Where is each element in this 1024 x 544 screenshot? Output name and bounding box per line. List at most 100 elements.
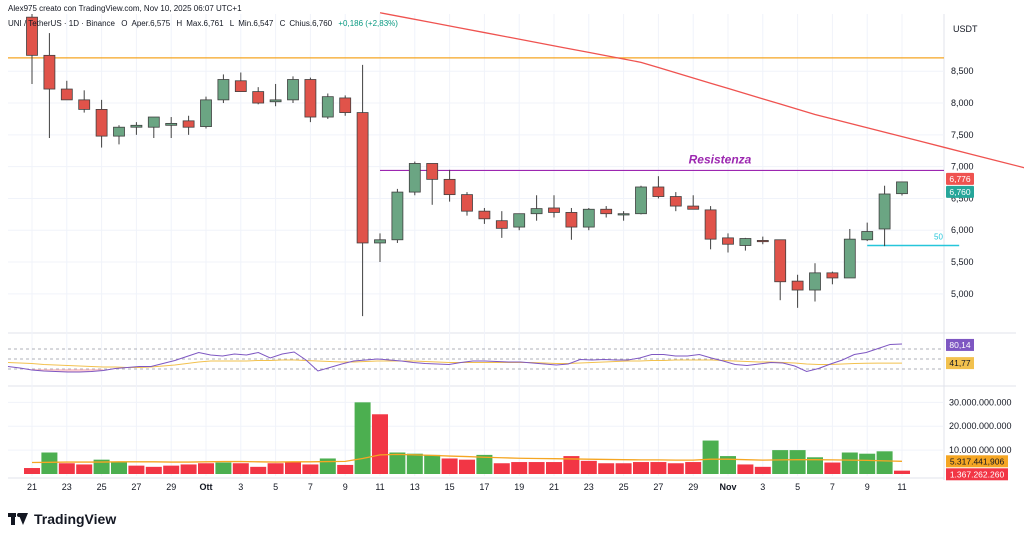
- date-tick-label: 29: [688, 482, 698, 492]
- change-value: +0,186 (+2,83%): [338, 19, 398, 28]
- close-value: Chius.6,760: [289, 19, 333, 28]
- chart-credit: Alex975 creato con TradingView.com, Nov …: [8, 4, 246, 13]
- volume-bar-up: [859, 453, 876, 474]
- candle-down: [60, 88, 73, 101]
- volume-bar-down: [894, 470, 910, 474]
- date-tick-label: 5: [795, 482, 800, 492]
- date-tick-label: 7: [308, 482, 313, 492]
- date-tick-label: 9: [343, 482, 348, 492]
- date-tick-label: 27: [653, 482, 663, 492]
- volume-ma-tag-bg: [946, 455, 1008, 468]
- date-tick-label: 7: [830, 482, 835, 492]
- open-value: Aper.6,575: [131, 19, 171, 28]
- volume-bar-down: [685, 462, 702, 474]
- symbol-label[interactable]: UNI / TetherUS · 1D · Binance: [8, 19, 116, 28]
- resistance-label: Resistenza: [689, 152, 752, 166]
- candle-up: [287, 79, 299, 101]
- volume-bar-down: [441, 458, 458, 474]
- volume-bar-down: [180, 464, 197, 474]
- date-tick-label: 25: [97, 482, 107, 492]
- price-tick-label: 7,500: [951, 130, 974, 140]
- volume-bar-down: [459, 459, 475, 474]
- volume-bar-up: [807, 457, 823, 474]
- volume-bar-down: [598, 463, 615, 474]
- candle-up: [147, 116, 160, 128]
- candle-up: [200, 99, 212, 127]
- candle-down: [600, 208, 613, 215]
- candle-down: [95, 109, 108, 137]
- volume-bar-down: [580, 460, 597, 474]
- date-tick-label: 11: [375, 482, 384, 492]
- date-tick-label: 5: [273, 482, 278, 492]
- candle-down: [182, 120, 195, 128]
- volume-tick-label: 20.000.000.000: [949, 421, 1012, 431]
- volume-bar-up: [41, 452, 58, 474]
- volume-bar-up: [215, 462, 232, 474]
- volume-bar-up: [702, 440, 719, 474]
- volume-bar-down: [615, 463, 632, 474]
- rsi-line: [7, 343, 903, 373]
- volume-current-tag: 1.367.262.260: [950, 469, 1005, 479]
- high-key: H: [176, 19, 183, 28]
- volume-bar-down: [754, 466, 771, 474]
- candle-down: [43, 54, 56, 90]
- candle-up: [739, 238, 752, 246]
- volume-bar-down: [198, 463, 214, 474]
- ohlc-header: UNI / TetherUS · 1D · Binance O Aper.6,57…: [8, 19, 402, 28]
- candle-up: [530, 208, 543, 215]
- last-price-tag-bg: [946, 185, 974, 198]
- volume-bar-down: [667, 463, 684, 474]
- candle-down: [26, 16, 38, 56]
- volume-bar-down: [267, 463, 284, 474]
- volume-bar-down: [337, 464, 354, 474]
- candle-up: [374, 239, 386, 244]
- candle-down: [548, 207, 560, 213]
- volume-bar-down: [58, 463, 75, 474]
- date-tick-label: 23: [62, 482, 72, 492]
- volume-bar-down: [250, 466, 267, 474]
- price-tick-label: 5,000: [951, 289, 974, 299]
- candle-up: [408, 163, 421, 193]
- candle-up: [391, 191, 404, 241]
- candle-down: [826, 272, 839, 279]
- candle-down: [669, 196, 682, 207]
- rsi-ma-line: [7, 359, 902, 368]
- volume-bar-down: [128, 465, 145, 474]
- volume-bar-down: [511, 462, 528, 474]
- volume-bar-down: [546, 462, 562, 474]
- volume-bar-down: [145, 466, 162, 474]
- volume-bar-up: [772, 450, 789, 474]
- ma-price-tag: 6,776: [949, 174, 971, 184]
- volume-bar-down: [76, 464, 93, 474]
- candle-down: [722, 237, 734, 245]
- volume-bar-up: [389, 452, 406, 474]
- price-tick-label: 7,000: [951, 162, 974, 172]
- volume-bar-up: [424, 454, 441, 474]
- volume-bar-up: [720, 456, 736, 474]
- candle-down: [687, 205, 700, 210]
- date-tick-label: 11: [897, 482, 906, 492]
- low-value: Min.6,547: [238, 19, 274, 28]
- date-tick-label: 13: [410, 482, 420, 492]
- tradingview-logo-icon: [8, 513, 28, 525]
- close-key: C: [279, 19, 286, 28]
- candle-down: [461, 194, 473, 212]
- date-tick-label: 23: [584, 482, 594, 492]
- candle-down: [652, 186, 665, 197]
- date-tick-label: 9: [865, 482, 870, 492]
- low-key: L: [229, 19, 235, 28]
- volume-current-tag-bg: [946, 468, 1008, 481]
- tradingview-logo[interactable]: TradingView: [8, 511, 116, 527]
- candle-down: [339, 97, 352, 113]
- brand-text: TradingView: [34, 511, 117, 527]
- date-tick-label: Ott: [200, 482, 213, 492]
- rsi-value-tag-bg: [946, 338, 974, 351]
- date-tick-label: 3: [238, 482, 243, 492]
- price-tick-label: 5,500: [951, 257, 974, 267]
- date-tick-label: 19: [514, 482, 524, 492]
- volume-bar-up: [841, 452, 858, 474]
- high-value: Max.6,761: [186, 19, 224, 28]
- candle-down: [356, 112, 369, 244]
- candle-down: [426, 163, 439, 180]
